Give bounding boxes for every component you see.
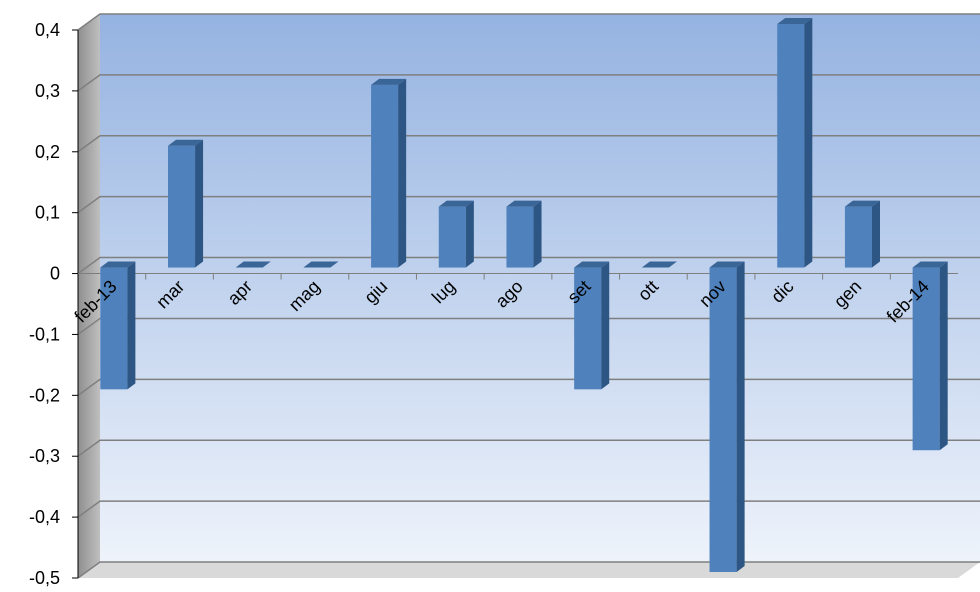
bar-nov bbox=[709, 261, 745, 572]
bar-front bbox=[506, 206, 534, 268]
gridlines bbox=[72, 13, 980, 579]
bar-top bbox=[912, 261, 948, 268]
bar-side bbox=[398, 78, 407, 268]
y-tick-label: -0,1 bbox=[29, 324, 60, 344]
y-tick-label: 0,4 bbox=[35, 20, 60, 40]
floor bbox=[78, 562, 980, 578]
bar-side bbox=[872, 200, 880, 268]
y-tick-label: -0,5 bbox=[29, 568, 60, 588]
bar-side bbox=[195, 139, 204, 268]
bar-side bbox=[939, 261, 948, 451]
bar-top bbox=[100, 261, 136, 268]
gridline bbox=[77, 439, 980, 457]
y-tick-label: 0,3 bbox=[35, 81, 60, 101]
bar-front bbox=[574, 267, 602, 390]
gridline bbox=[77, 561, 980, 579]
bar-side bbox=[736, 261, 745, 572]
bar-side bbox=[601, 261, 610, 390]
bar-front bbox=[844, 206, 872, 268]
bar-top bbox=[641, 261, 677, 268]
bar-side bbox=[804, 18, 813, 268]
gridline bbox=[77, 317, 980, 336]
bar-front bbox=[168, 145, 196, 268]
bar-front bbox=[438, 206, 466, 268]
gridline bbox=[77, 74, 980, 92]
bar-mag bbox=[303, 261, 339, 268]
bar-ago bbox=[506, 200, 542, 268]
bar-top bbox=[844, 200, 880, 207]
bar-front bbox=[371, 84, 399, 268]
bar-feb-13 bbox=[100, 261, 136, 390]
bar-front bbox=[100, 267, 128, 390]
bar-top bbox=[506, 200, 542, 207]
y-tick-label: 0,1 bbox=[35, 203, 60, 223]
y-tick-label: 0,2 bbox=[35, 142, 60, 162]
side-wall bbox=[78, 14, 100, 578]
bar-set bbox=[574, 261, 610, 390]
bar-mar bbox=[168, 139, 204, 268]
bar-top bbox=[438, 200, 474, 207]
back-wall bbox=[100, 14, 980, 562]
bar-top bbox=[168, 139, 204, 146]
bar-top bbox=[574, 261, 610, 268]
bar-apr bbox=[235, 261, 271, 268]
bar-dic bbox=[777, 18, 813, 268]
bar-top bbox=[303, 261, 339, 268]
bar-side bbox=[127, 261, 136, 390]
y-tick-label: -0,3 bbox=[29, 446, 60, 466]
gridline bbox=[77, 500, 980, 518]
y-tick-label: -0,2 bbox=[29, 385, 60, 405]
gridline bbox=[77, 13, 980, 31]
gridline bbox=[77, 256, 980, 275]
bar-top bbox=[709, 261, 745, 268]
bar-feb-14 bbox=[912, 261, 948, 451]
bar-top bbox=[777, 18, 813, 24]
bar-front bbox=[912, 267, 940, 451]
gridline bbox=[77, 195, 980, 214]
bar-side bbox=[465, 200, 474, 268]
bar-front bbox=[777, 24, 805, 268]
bar-ott bbox=[641, 261, 677, 268]
bar-top bbox=[235, 261, 271, 268]
bar-gen bbox=[844, 200, 880, 268]
gridline bbox=[77, 135, 980, 153]
bar-giu bbox=[371, 78, 407, 268]
bar-top bbox=[371, 78, 407, 85]
bar-front bbox=[709, 267, 737, 572]
bar-side bbox=[533, 200, 542, 268]
bar-lug bbox=[438, 200, 474, 268]
bars bbox=[100, 18, 948, 572]
gridline bbox=[77, 378, 980, 396]
y-tick-label: -0,4 bbox=[29, 507, 60, 527]
y-axis-tick-labels: 0,4 0,3 0,2 0,1 0 -0,1 -0,2 -0,3 -0,4 -0,5 bbox=[29, 20, 60, 588]
y-tick-label: 0 bbox=[50, 264, 60, 284]
